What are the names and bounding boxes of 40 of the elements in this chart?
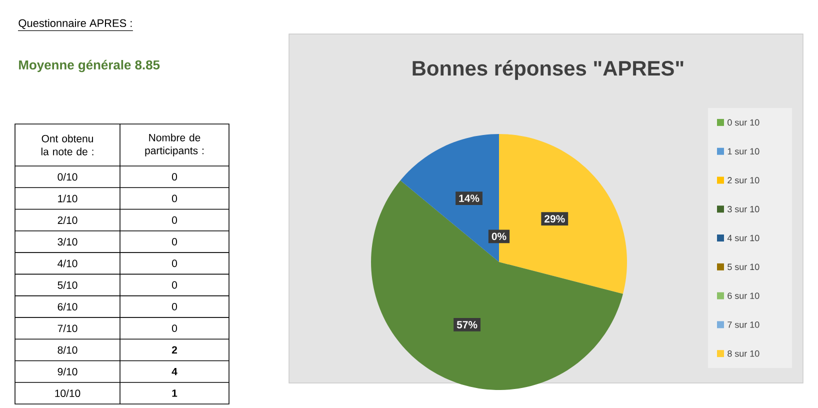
text: 0% (492, 232, 506, 240)
data-label: 0 (172, 216, 177, 224)
y-tick-label: 9/10 (58, 368, 78, 376)
legend-label: 3 sur 10 (728, 206, 760, 212)
y-tick-label: 6/10 (58, 302, 78, 310)
chart-title: Bonnes réponses "APRES" (412, 60, 684, 80)
data-label: 14% (459, 194, 480, 202)
y-tick-label: 0/10 (58, 172, 78, 181)
data-label: 0 (172, 173, 177, 181)
data-label: 29% (544, 215, 565, 223)
y-tick-label: 8/10 (58, 346, 78, 354)
legend-label: 6 sur 10 (728, 292, 760, 299)
data-label: 0 (172, 260, 177, 268)
data-label: 0 (172, 324, 177, 332)
legend-label: 0 sur 10 (728, 119, 760, 126)
y-tick-label: 3/10 (58, 238, 78, 246)
legend-label: 1 sur 10 (728, 148, 760, 155)
y-tick-label: 1/10 (58, 194, 78, 202)
y-tick-label: 5/10 (58, 281, 78, 289)
x-axis-title: Nombre de participants : (145, 134, 204, 156)
legend-label: 7 sur 10 (728, 321, 760, 328)
y-tick-label: 2/10 (58, 216, 78, 224)
data-label: 57% (456, 321, 478, 328)
data-label: 1 (172, 390, 178, 397)
data-label: 2 (172, 346, 177, 354)
data-label: 0 (172, 302, 177, 310)
data-label: 0 (172, 238, 177, 246)
data-label: 4 (172, 368, 178, 376)
chart-title: Questionnaire APRES : (18, 18, 132, 29)
legend-label: 8 sur 10 (728, 350, 760, 357)
y-tick-label: 4/10 (58, 260, 78, 268)
legend-label: 4 sur 10 (727, 234, 760, 242)
data-label: 0 (172, 194, 177, 202)
chart-subtitle: Moyenne générale 8.85 (19, 60, 160, 72)
y-tick-label: 10/10 (55, 389, 80, 398)
data-label: 0 (172, 281, 177, 289)
y-tick-label: 7/10 (58, 324, 78, 332)
y-axis-title: Ont obtenu la note de : (41, 134, 94, 156)
legend-label: 5 sur 10 (728, 264, 760, 270)
legend-label: 2 sur 10 (728, 177, 760, 184)
